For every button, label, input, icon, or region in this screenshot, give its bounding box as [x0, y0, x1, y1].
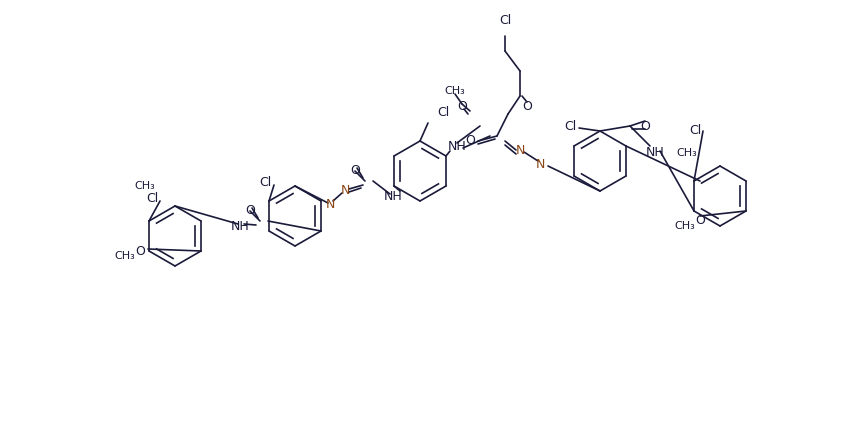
Text: Cl: Cl [258, 177, 271, 190]
Text: Cl: Cl [689, 125, 701, 137]
Text: O: O [135, 245, 145, 258]
Text: CH₃: CH₃ [445, 86, 466, 96]
Text: N: N [536, 157, 545, 170]
Text: N: N [340, 184, 349, 198]
Text: O: O [245, 204, 255, 218]
Text: NH: NH [646, 146, 664, 160]
Text: O: O [695, 215, 705, 228]
Text: O: O [640, 119, 650, 133]
Text: NH: NH [231, 219, 249, 232]
Text: Cl: Cl [146, 193, 158, 205]
Text: CH₃: CH₃ [115, 251, 136, 261]
Text: CH₃: CH₃ [674, 221, 695, 231]
Text: NH: NH [384, 190, 402, 202]
Text: O: O [457, 99, 467, 112]
Text: CH₃: CH₃ [677, 148, 697, 158]
Text: NH: NH [448, 140, 466, 153]
Text: O: O [350, 164, 360, 177]
Text: Cl: Cl [564, 119, 576, 133]
Text: O: O [465, 134, 475, 147]
Text: Cl: Cl [437, 106, 449, 119]
Text: N: N [325, 198, 334, 211]
Text: N: N [515, 143, 525, 157]
Text: Cl: Cl [498, 14, 511, 27]
Text: O: O [522, 99, 532, 112]
Text: CH₃: CH₃ [135, 181, 156, 191]
